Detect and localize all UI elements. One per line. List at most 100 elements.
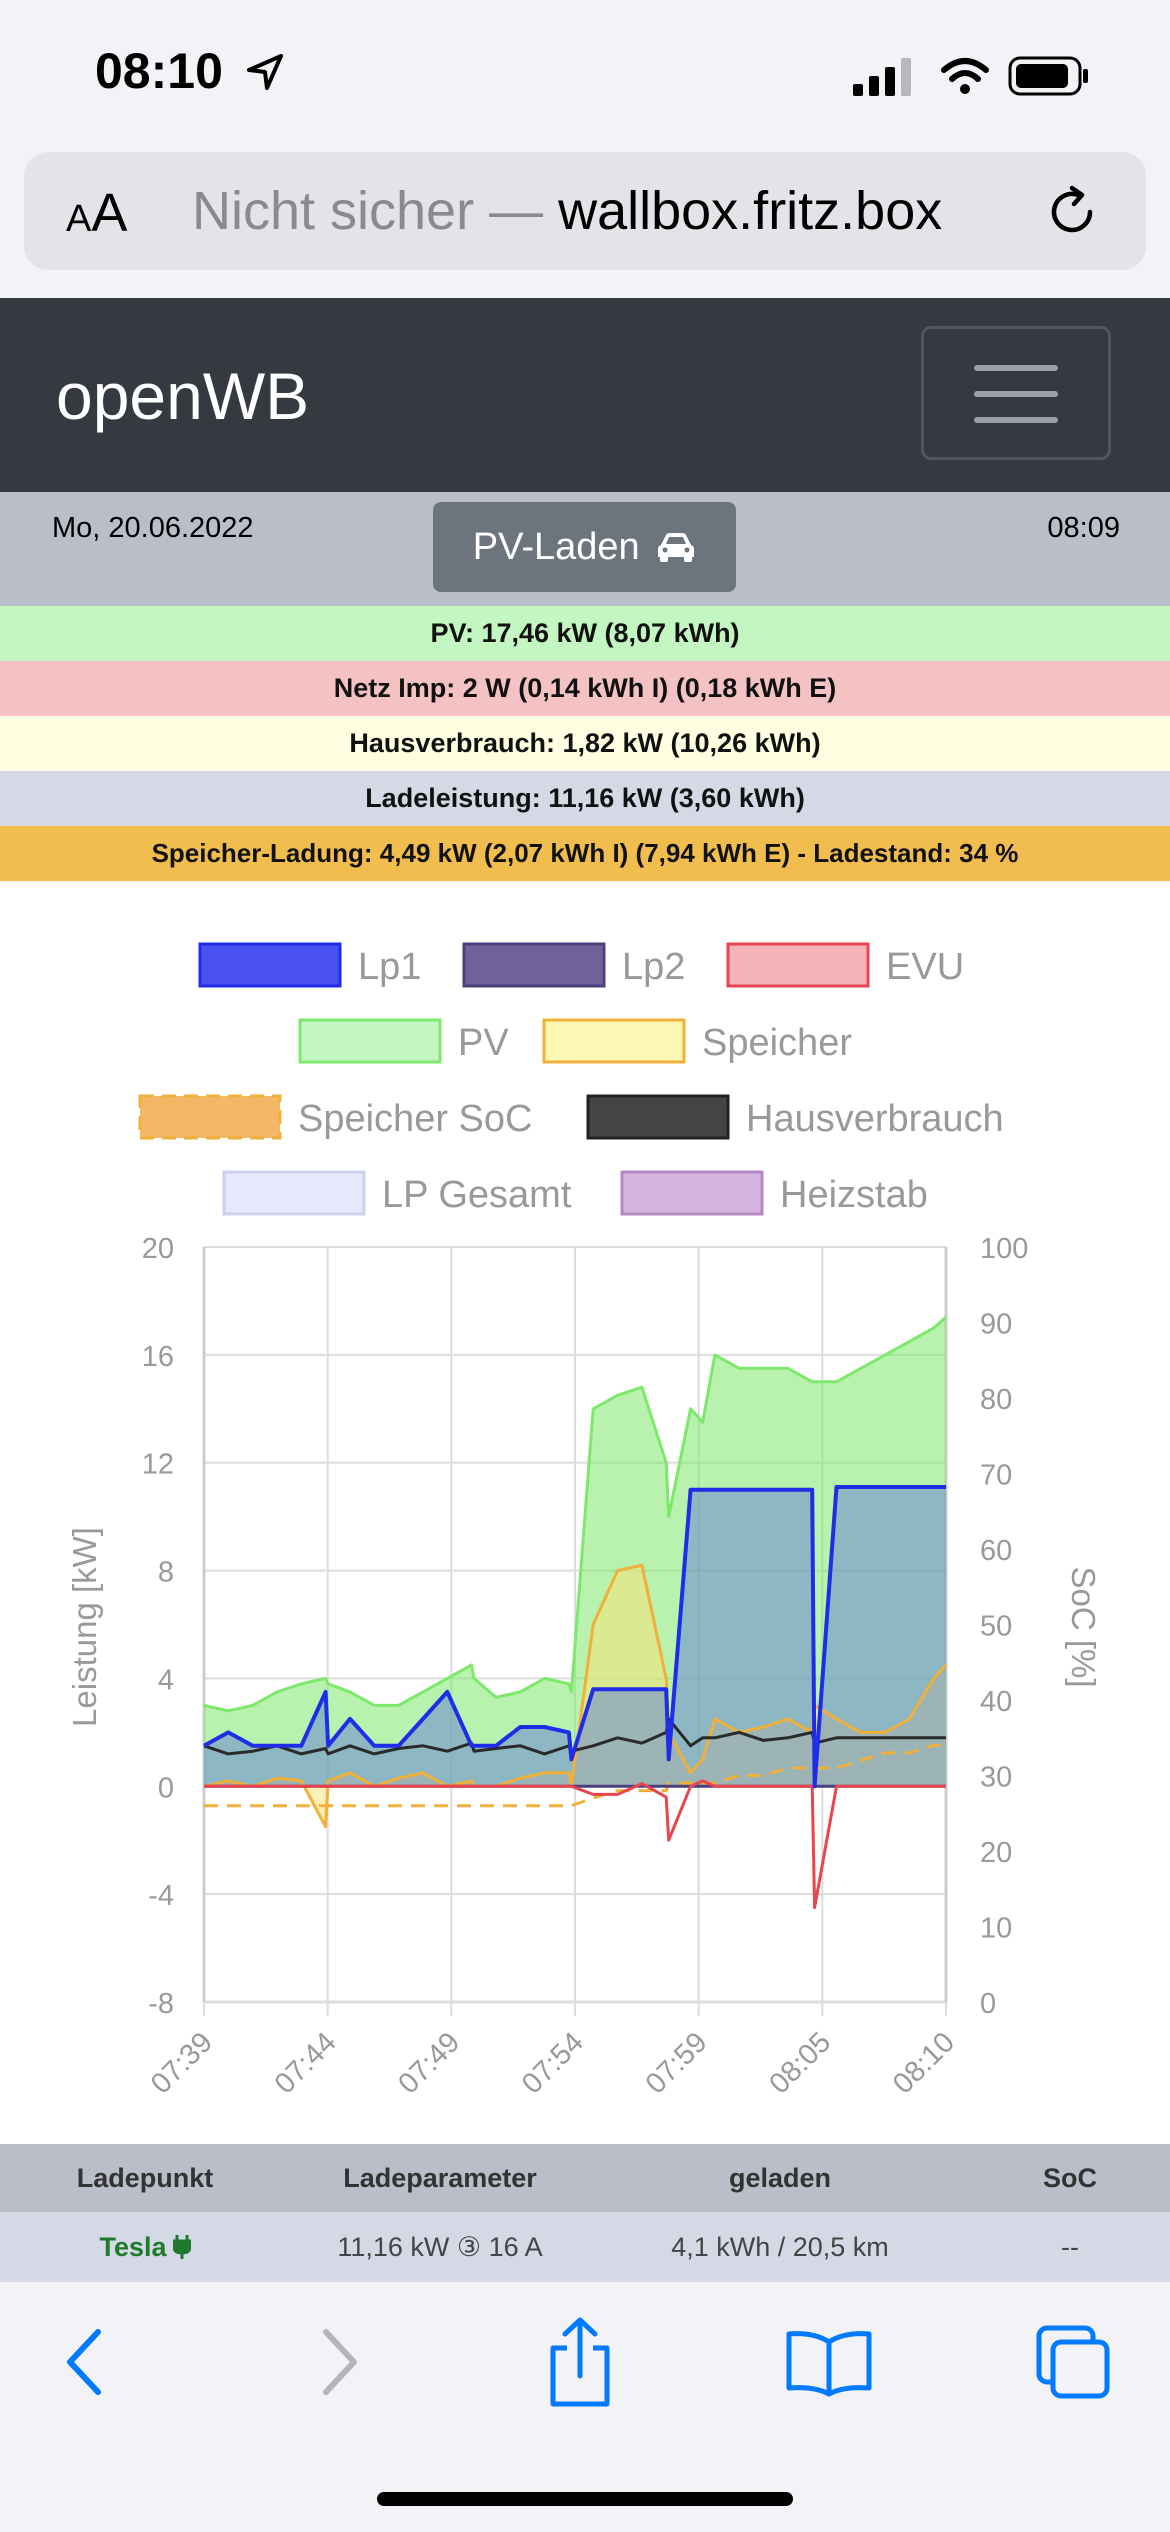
legend-item-lp2[interactable]: Lp2 [462, 942, 685, 988]
y-tick-label: 8 [158, 1557, 174, 1589]
location-arrow-icon [247, 54, 283, 90]
x-tick-label: 07:54 [516, 2026, 590, 2100]
y2-tick-label: 30 [980, 1762, 1012, 1794]
signal-icon [853, 58, 911, 96]
hamburger-bar [974, 391, 1058, 397]
x-tick-label: 07:49 [392, 2026, 466, 2100]
legend-label: Heizstab [780, 1174, 928, 1216]
menu-toggle-button[interactable] [921, 326, 1111, 460]
legend-item-hausverbrauch[interactable]: Hausverbrauch [586, 1094, 1004, 1140]
share-icon[interactable] [545, 2316, 615, 2408]
x-tick-label: 08:10 [887, 2026, 961, 2100]
y-tick-label: 0 [158, 1772, 174, 1804]
header-soc: SoC [1043, 2162, 1097, 2193]
header-ladeparameter: Ladeparameter [343, 2162, 537, 2193]
y-axis-label: Leistung [kW] [66, 1527, 103, 1727]
reload-icon[interactable] [1044, 184, 1100, 240]
series-evu-line [204, 1779, 946, 1910]
legend-label: EVU [886, 946, 964, 988]
legend-label: Hausverbrauch [746, 1098, 1004, 1140]
chargepoint-soc: -- [1061, 2231, 1079, 2262]
series-pv-line [203, 1315, 947, 1713]
pv-status-row: PV: 17,46 kW (8,07 kWh) [0, 606, 1170, 661]
chargepoint-name: Tesla [99, 2231, 167, 2262]
status-bar: 08:10 [0, 0, 1170, 150]
y2-tick-label: 80 [980, 1384, 1012, 1416]
legend-item-speicher[interactable]: Speicher [542, 1018, 852, 1064]
text-size-button[interactable]: AA [66, 183, 128, 243]
chargepoint-charged: 4,1 kWh / 20,5 km [671, 2231, 889, 2262]
y2-tick-label: 20 [980, 1837, 1012, 1869]
series-soc-line [204, 1743, 946, 1808]
forward-icon[interactable] [314, 2322, 364, 2402]
x-tick-label: 07:59 [640, 2026, 714, 2100]
y2-tick-label: 90 [980, 1309, 1012, 1341]
chargepoint-parameter: 11,16 kW ③ 16 A [337, 2231, 543, 2262]
security-label: Nicht sicher — [192, 181, 559, 241]
chargepoint-table-header: Ladepunkt Ladeparameter geladen SoC [0, 2144, 1170, 2212]
date-label: Mo, 20.06.2022 [52, 512, 254, 544]
bookmarks-icon[interactable] [784, 2328, 874, 2398]
legend-item-heizstab[interactable]: Heizstab [620, 1170, 928, 1216]
status-time: 08:10 [95, 43, 223, 99]
tabs-icon[interactable] [1033, 2322, 1113, 2402]
time-label: 08:09 [1047, 512, 1120, 544]
chart-legend: Lp1 Lp2 EVU PV Speicher Speicher SoC Hau… [138, 942, 1004, 1216]
header-geladen: geladen [728, 2162, 832, 2193]
grid-status-row: Netz Imp: 2 W (0,14 kWh I) (0,18 kWh E) [0, 661, 1170, 716]
url-bar[interactable]: AA Nicht sicher — wallbox.fritz.box [24, 152, 1146, 270]
legend-label: LP Gesamt [382, 1174, 572, 1216]
charge-power-row: Ladeleistung: 11,16 kW (3,60 kWh) [0, 771, 1170, 826]
charge-mode-label: PV-Laden [472, 526, 640, 568]
legend-label: PV [458, 1022, 509, 1064]
legend-label: Speicher [702, 1022, 852, 1064]
browser-toolbar [0, 2282, 1170, 2532]
y-tick-label: 12 [142, 1449, 174, 1481]
chargepoint-name-cell[interactable]: Tesla [0, 2212, 290, 2282]
url-host: wallbox.fritz.box [558, 181, 943, 241]
legend-item-speicher-soc[interactable]: Speicher SoC [138, 1094, 532, 1140]
hamburger-menu-icon [974, 365, 1058, 371]
table-row[interactable]: Tesla 11,16 kW ③ 16 A 4,1 kWh / 20,5 km … [0, 2212, 1170, 2282]
legend-label: Lp1 [358, 946, 421, 988]
series-lp1-area [204, 1487, 946, 1787]
battery-icon [1008, 56, 1088, 96]
url-field[interactable]: Nicht sicher — wallbox.fritz.box [192, 180, 942, 242]
legend-label: Lp2 [622, 946, 685, 988]
app-navbar: openWB [0, 298, 1170, 492]
info-bar: Mo, 20.06.2022 PV-Laden 08:09 [0, 492, 1170, 606]
house-consumption-row: Hausverbrauch: 1,82 kW (10,26 kWh) [0, 716, 1170, 771]
x-tick-label: 07:39 [145, 2026, 219, 2100]
text-size-label: A [91, 183, 128, 243]
y-tick-label: 16 [142, 1341, 174, 1373]
legend-label: Speicher SoC [298, 1098, 532, 1140]
y2-axis-label: SoC [%] [1065, 1566, 1102, 1687]
x-tick-label: 07:44 [269, 2026, 343, 2100]
wifi-icon [941, 58, 989, 94]
brand-logo[interactable]: openWB [56, 359, 310, 433]
power-chart: Lp1 Lp2 EVU PV Speicher Speicher SoC Hau… [0, 882, 1170, 2144]
back-icon[interactable] [60, 2322, 110, 2402]
y2-tick-label: 0 [980, 1988, 996, 2020]
series-lp1-line [203, 1485, 946, 1789]
y-tick-label: 20 [142, 1233, 174, 1265]
y-tick-label: -4 [148, 1880, 174, 1912]
y2-tick-label: 60 [980, 1535, 1012, 1567]
storage-status-row: Speicher-Ladung: 4,49 kW (2,07 kWh I) (7… [0, 826, 1170, 881]
legend-item-pv[interactable]: PV [298, 1018, 509, 1064]
plug-icon [172, 2235, 191, 2259]
hamburger-bar [974, 417, 1058, 423]
legend-item-evu[interactable]: EVU [726, 942, 964, 988]
x-tick-label: 08:05 [763, 2026, 837, 2100]
y2-tick-label: 40 [980, 1686, 1012, 1718]
legend-item-lp-gesamt[interactable]: LP Gesamt [222, 1170, 572, 1216]
y-tick-label: -8 [148, 1988, 174, 2020]
charge-mode-button[interactable]: PV-Laden [433, 502, 736, 592]
home-indicator [377, 2492, 793, 2506]
y2-tick-label: 70 [980, 1460, 1012, 1492]
legend-item-lp1[interactable]: Lp1 [198, 942, 421, 988]
chart-svg: Lp1 Lp2 EVU PV Speicher Speicher SoC Hau… [66, 942, 1102, 2100]
car-icon [658, 533, 695, 562]
y2-tick-label: 100 [980, 1233, 1028, 1265]
y-tick-label: 4 [158, 1664, 174, 1696]
